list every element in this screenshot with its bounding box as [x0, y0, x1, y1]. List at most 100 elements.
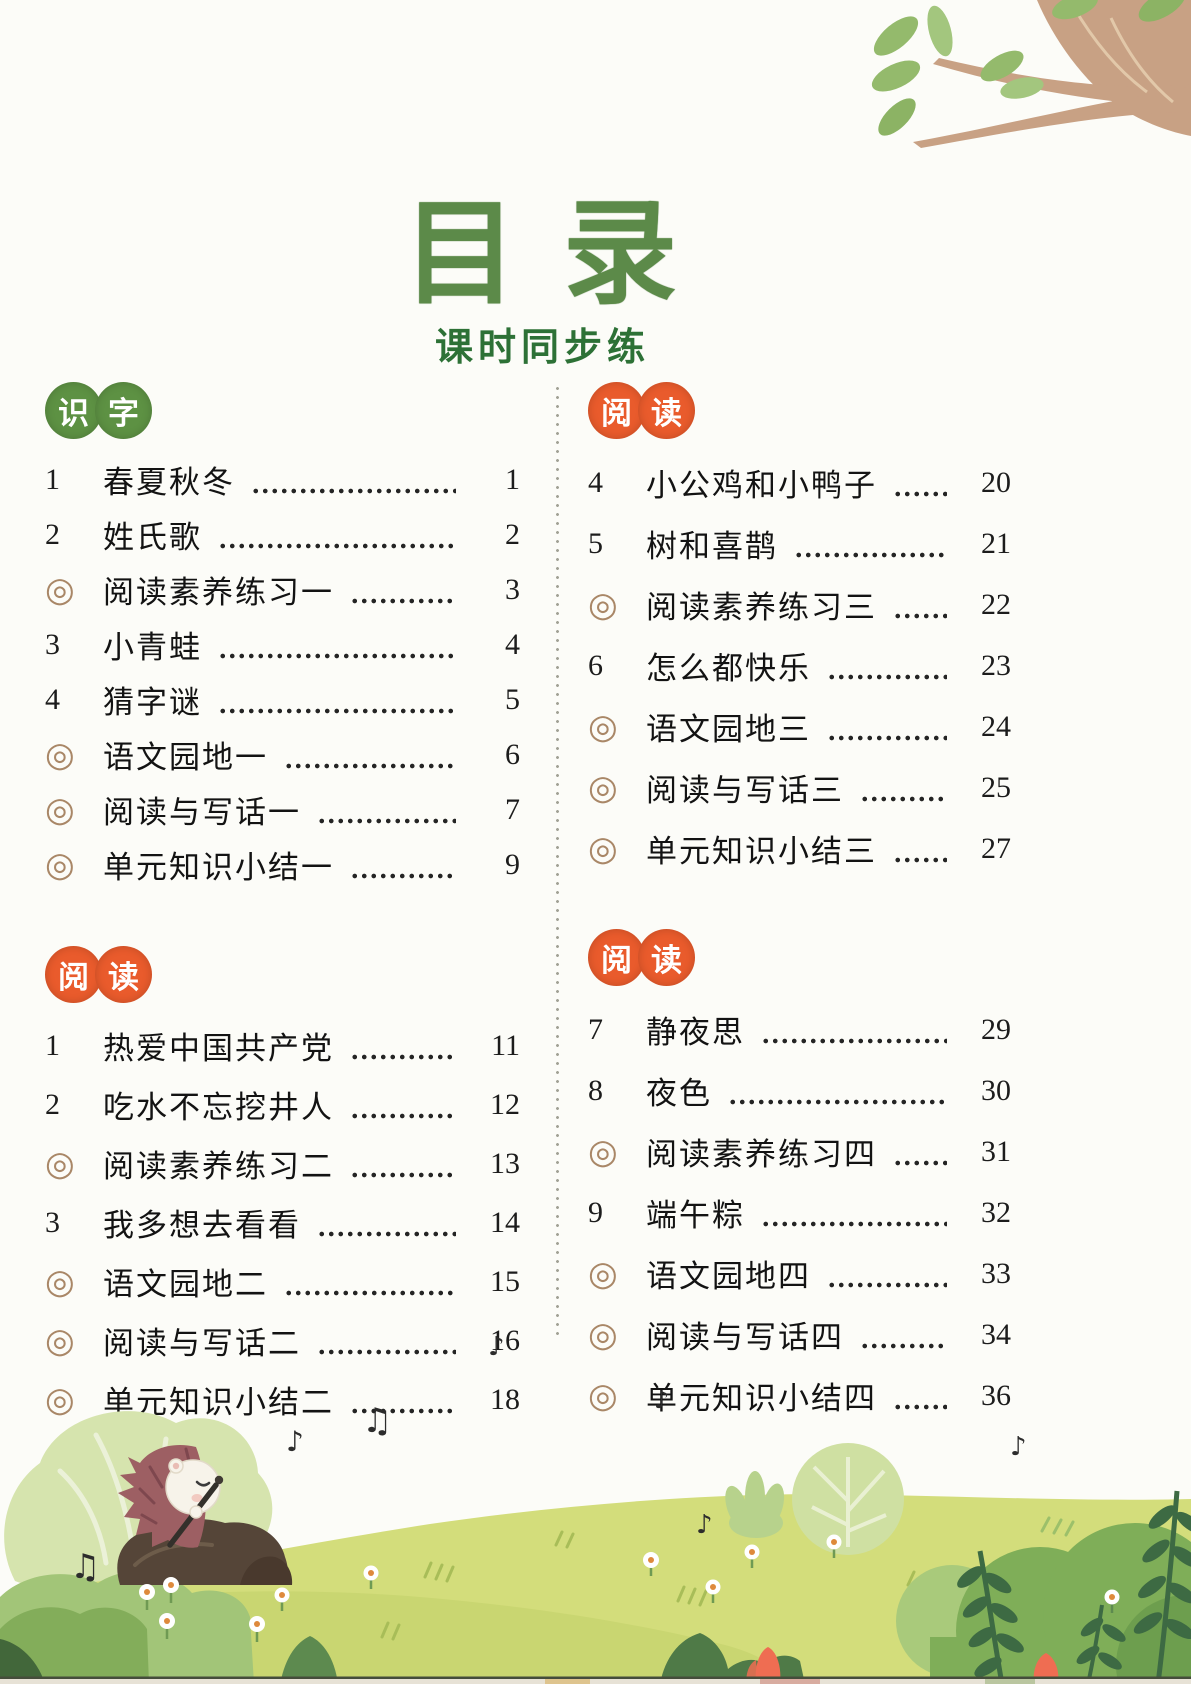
dot-leader — [728, 1098, 947, 1105]
music-note-icon: ♪ — [1010, 1432, 1027, 1462]
dot-leader — [350, 1112, 456, 1119]
dot-leader — [761, 1220, 947, 1227]
dot-leader — [251, 487, 456, 494]
item-marker: ◎ — [45, 844, 75, 885]
item-marker: 1 — [45, 462, 60, 496]
toc-item: ◎ 阅读与写话三 25 — [588, 757, 1011, 818]
item-marker: 6 — [588, 648, 603, 682]
item-title: 语文园地四 — [646, 1259, 811, 1294]
item-page-number: 36 — [981, 1378, 1011, 1412]
dot-leader — [893, 1159, 947, 1166]
item-title: 静夜思 — [646, 1015, 745, 1050]
badge-char: 阅 — [588, 929, 645, 986]
item-title: 姓氏歌 — [103, 520, 202, 555]
hedgehog-illustration — [117, 1444, 293, 1585]
item-page-number: 20 — [981, 465, 1011, 499]
music-note-icon: ♪ — [286, 1425, 304, 1458]
item-title: 阅读与写话四 — [646, 1320, 844, 1355]
dot-leader — [860, 795, 947, 802]
section-badge: 阅 读 — [588, 929, 1011, 987]
dot-leader — [350, 1171, 456, 1178]
item-title: 树和喜鹊 — [646, 529, 778, 564]
item-title: 阅读素养练习四 — [646, 1137, 877, 1172]
item-marker: ◎ — [588, 1375, 618, 1416]
toc-item: ◎ 单元知识小结一 9 — [45, 837, 520, 892]
daisies — [139, 1534, 1120, 1642]
item-marker: 1 — [45, 1028, 60, 1062]
branch-decoration — [871, 0, 1191, 148]
dot-leader — [860, 1342, 947, 1349]
dot-leader — [218, 652, 456, 659]
dot-leader — [794, 551, 947, 558]
item-marker: 3 — [45, 627, 60, 661]
item-title: 语文园地三 — [646, 712, 811, 747]
toc-item-list: 4 小公鸡和小鸭子 20 5 树和喜鹊 21 ◎ 阅读素养练习三 22 6 怎么… — [588, 452, 1011, 879]
toc-item: ◎ 阅读素养练习一 3 — [45, 562, 520, 617]
item-marker: 4 — [588, 465, 603, 499]
item-title: 阅读与写话三 — [646, 773, 844, 808]
item-title: 小公鸡和小鸭子 — [646, 468, 877, 503]
badge-char: 读 — [638, 929, 695, 986]
page-title: 目录 — [402, 191, 723, 319]
item-page-number: 13 — [490, 1146, 520, 1180]
item-marker: 5 — [588, 526, 603, 560]
item-page-number: 4 — [505, 627, 520, 661]
item-page-number: 27 — [981, 831, 1011, 865]
item-marker: ◎ — [45, 789, 75, 830]
item-page-number: 1 — [505, 462, 520, 496]
toc-item: 3 小青蛙 4 — [45, 617, 520, 672]
fern-plants — [957, 1490, 1191, 1684]
item-marker: 2 — [45, 517, 60, 551]
item-page-number: 29 — [981, 1012, 1011, 1046]
item-page-number: 33 — [981, 1256, 1011, 1290]
toc-section: 阅 读 7 静夜思 29 8 夜色 30 ◎ 阅读素养练习四 31 9 端午粽 … — [588, 929, 1011, 1426]
toc-item: 9 端午粽 32 — [588, 1182, 1011, 1243]
badge-char: 阅 — [45, 946, 102, 1003]
badge-char: 字 — [95, 382, 152, 439]
dot-leader — [761, 1037, 947, 1044]
item-title: 语文园地一 — [103, 740, 268, 775]
dot-leader — [893, 490, 947, 497]
item-marker: 2 — [45, 1087, 60, 1121]
item-marker: ◎ — [45, 1379, 75, 1420]
toc-column-right: 阅 读 4 小公鸡和小鸭子 20 5 树和喜鹊 21 ◎ 阅读素养练习三 22 … — [560, 382, 1011, 1426]
item-page-number: 21 — [981, 526, 1011, 560]
item-title: 阅读素养练习三 — [646, 590, 877, 625]
item-page-number: 3 — [505, 572, 520, 606]
toc-item: ◎ 阅读与写话四 34 — [588, 1304, 1011, 1365]
dot-leader — [218, 542, 456, 549]
dot-leader — [350, 872, 456, 879]
toc-item: 2 姓氏歌 2 — [45, 507, 520, 562]
music-note-icon: ♪ — [488, 1332, 505, 1362]
item-title: 阅读素养练习二 — [103, 1149, 334, 1184]
item-title: 阅读与写话一 — [103, 795, 301, 830]
item-marker: ◎ — [588, 584, 618, 625]
toc-section: 阅 读 1 热爱中国共产党 11 2 吃水不忘挖井人 12 ◎ 阅读素养练习二 … — [45, 946, 520, 1429]
item-page-number: 5 — [505, 682, 520, 716]
dot-leader — [893, 1403, 947, 1410]
item-marker: ◎ — [588, 1253, 618, 1294]
item-title: 单元知识小结三 — [646, 834, 877, 869]
section-badge: 识 字 — [45, 382, 520, 440]
item-page-number: 34 — [981, 1317, 1011, 1351]
toc-section: 阅 读 4 小公鸡和小鸭子 20 5 树和喜鹊 21 ◎ 阅读素养练习三 22 … — [588, 382, 1011, 879]
column-divider — [556, 384, 559, 1336]
toc-item: ◎ 单元知识小结三 27 — [588, 818, 1011, 879]
item-page-number: 12 — [490, 1087, 520, 1121]
toc-item: ◎ 语文园地四 33 — [588, 1243, 1011, 1304]
dot-leader — [218, 707, 456, 714]
toc-columns: 识 字 1 春夏秋冬 1 2 姓氏歌 2 ◎ 阅读素养练习一 3 3 小青蛙 4… — [45, 382, 1146, 1429]
item-marker: ◎ — [588, 706, 618, 747]
toc-item: ◎ 阅读素养练习三 22 — [588, 574, 1011, 635]
sprout-bush — [725, 1471, 785, 1538]
toc-item: ◎ 语文园地二 15 — [45, 1252, 520, 1311]
item-title: 我多想去看看 — [103, 1208, 301, 1243]
item-marker: ◎ — [45, 1320, 75, 1361]
dot-leader — [317, 1230, 456, 1237]
dot-leader — [284, 762, 456, 769]
toc-item: 3 我多想去看看 14 — [45, 1193, 520, 1252]
dot-leader — [350, 1407, 456, 1414]
meadow-illustration — [0, 1411, 1191, 1684]
item-page-number: 11 — [491, 1028, 520, 1062]
